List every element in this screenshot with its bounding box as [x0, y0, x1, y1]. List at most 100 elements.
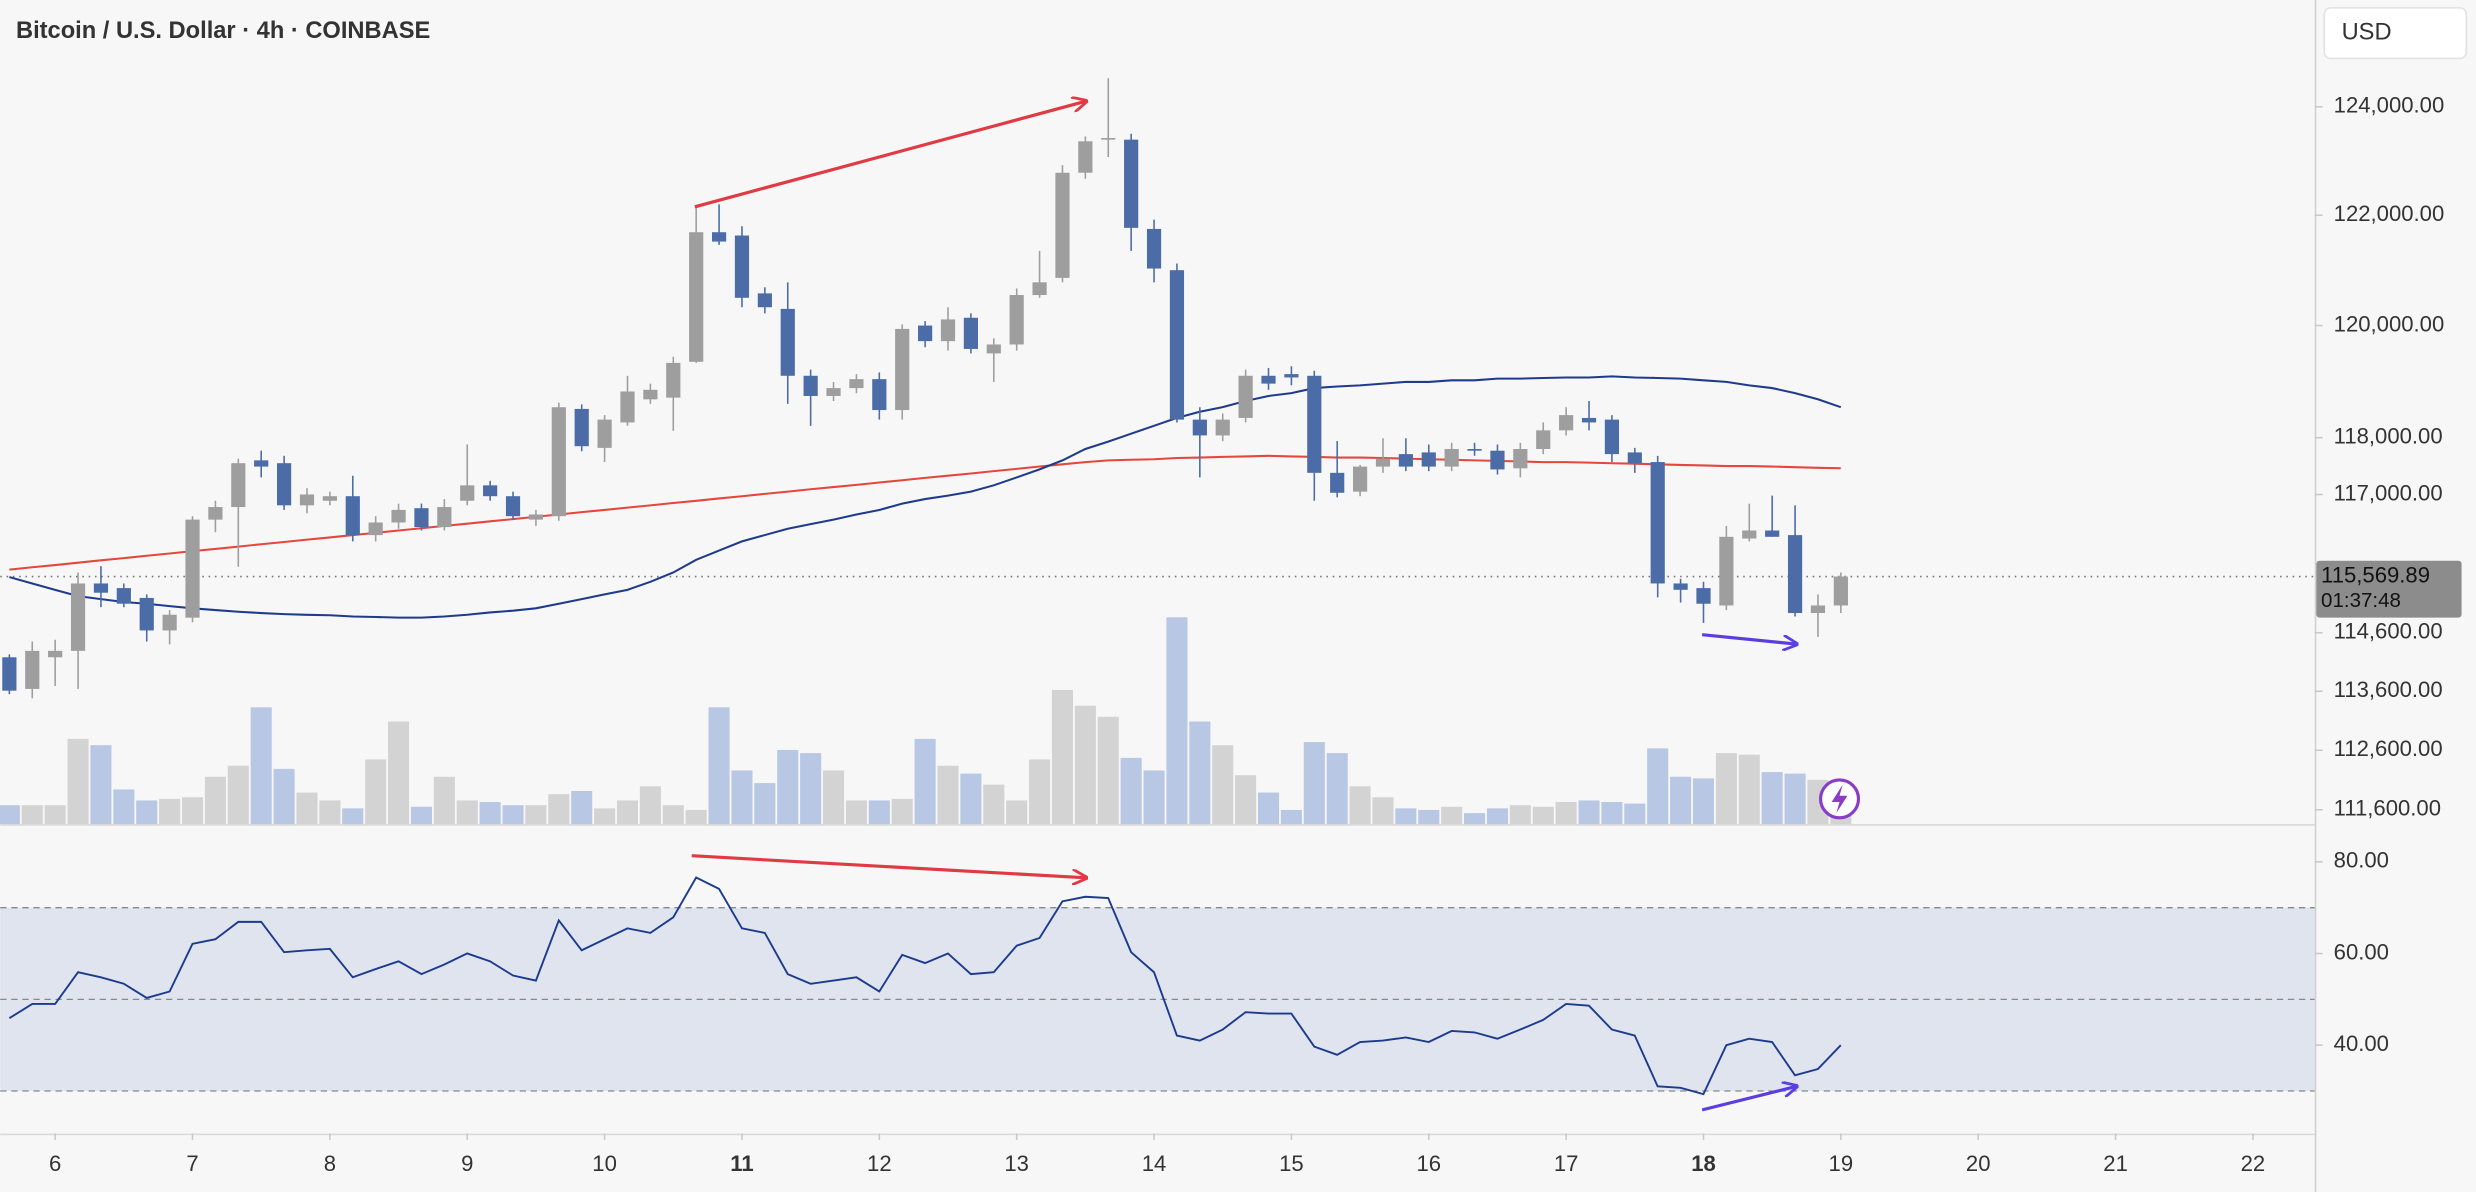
- volume-bar: [800, 753, 822, 825]
- y-tick-label: 112,600.00: [2334, 736, 2443, 761]
- candle-body: [1169, 270, 1185, 420]
- candle-body: [139, 597, 154, 631]
- volume-bar: [1006, 800, 1028, 825]
- volume-bar: [937, 765, 959, 825]
- candle-body: [1765, 530, 1780, 537]
- candle-body: [1307, 375, 1322, 473]
- volume-bar: [1326, 753, 1348, 825]
- candle-body: [551, 407, 566, 517]
- x-tick-label: 16: [1416, 1151, 1441, 1176]
- volume-bar: [250, 707, 272, 825]
- price-label-box: [2316, 560, 2462, 618]
- volume-bar: [319, 800, 341, 825]
- x-tick-label: 10: [592, 1151, 617, 1176]
- volume-bar: [181, 797, 204, 825]
- volume-bar: [0, 805, 20, 825]
- currency-button[interactable]: [2323, 7, 2468, 60]
- candle-body: [1101, 138, 1116, 140]
- volume-bar: [731, 770, 753, 825]
- volume-bar: [594, 808, 616, 825]
- candle-body: [1787, 535, 1803, 614]
- plot: [0, 78, 2315, 1096]
- annotation-arrow: [1701, 1086, 1797, 1112]
- volume-bar: [1532, 806, 1554, 825]
- candle-body: [757, 293, 772, 308]
- candle-body: [963, 317, 978, 349]
- volume-bar: [67, 738, 89, 825]
- volume-bar: [845, 800, 867, 825]
- volume-bar: [685, 809, 707, 825]
- volume-bar: [1418, 809, 1440, 825]
- rsi-tick-label: 60.00: [2334, 939, 2389, 964]
- volume-bar: [1670, 776, 1692, 825]
- candle-body: [1398, 454, 1413, 467]
- volume-bar: [410, 806, 432, 825]
- y-tick-label: 114,600.00: [2334, 619, 2443, 644]
- volume-bar: [273, 768, 295, 825]
- candle-body: [116, 588, 131, 604]
- candle-body: [345, 496, 360, 536]
- x-tick-label: 7: [186, 1151, 198, 1176]
- candle-body: [574, 408, 589, 447]
- candle-body: [1513, 449, 1528, 469]
- candle-body: [689, 232, 704, 362]
- volume-bar: [983, 784, 1005, 825]
- x-tick-label: 21: [2103, 1151, 2128, 1176]
- candle-body: [322, 496, 337, 501]
- candle-body: [1261, 375, 1276, 384]
- volume-bar: [1235, 775, 1257, 825]
- volume-bar: [433, 776, 455, 825]
- volume-bar: [365, 759, 387, 825]
- assistant-icon[interactable]: [1819, 778, 1861, 820]
- volume-bar: [1738, 754, 1760, 825]
- candle-body: [1009, 295, 1024, 345]
- candle-body: [162, 614, 177, 631]
- candle-body: [2, 657, 17, 691]
- volume-bar: [639, 786, 661, 825]
- candle-body: [25, 650, 40, 689]
- y-tick-label: 120,000.00: [2334, 311, 2445, 336]
- volume-bar: [754, 783, 776, 825]
- countdown-label: 01:37:48: [2321, 589, 2401, 612]
- volume-bar: [914, 738, 936, 825]
- candle-body: [1330, 472, 1345, 493]
- candle-body: [1627, 452, 1642, 464]
- volume-bar: [113, 789, 135, 825]
- volume-bar: [1601, 802, 1623, 825]
- chart-title: Bitcoin / U.S. Dollar · 4h · COINBASE: [16, 18, 430, 44]
- candle-body: [231, 463, 246, 508]
- annotation-arrow: [694, 101, 1087, 209]
- volume-bar: [1692, 778, 1715, 825]
- candle-body: [1055, 172, 1070, 278]
- x-tick-label: 17: [1554, 1151, 1579, 1176]
- candle-body: [1650, 462, 1665, 584]
- volume-bar: [479, 802, 501, 825]
- rsi-tick-label: 40.00: [2334, 1031, 2389, 1056]
- candle-body: [1192, 419, 1207, 436]
- candle-body: [1719, 536, 1734, 606]
- volume-bar: [1074, 705, 1096, 825]
- volume-bar: [1624, 803, 1646, 825]
- volume-bar: [1647, 748, 1669, 825]
- x-tick-label: 13: [1004, 1151, 1029, 1176]
- candle-body: [1421, 452, 1436, 467]
- volume-bar: [823, 770, 845, 825]
- x-tick-label: 9: [461, 1151, 473, 1176]
- volume-bar: [1029, 759, 1051, 825]
- x-tick-label: 8: [324, 1151, 336, 1176]
- volume-bar: [21, 805, 43, 825]
- volume-bar: [159, 798, 181, 825]
- volume-bar: [90, 745, 112, 825]
- candle-body: [391, 509, 406, 523]
- candle-body: [528, 514, 544, 520]
- x-tick-label: 22: [2241, 1151, 2266, 1176]
- volume-bar: [1257, 792, 1280, 825]
- candle-body: [1559, 415, 1574, 431]
- candle-body: [70, 583, 86, 651]
- candle-body: [666, 362, 681, 398]
- volume-bar: [1189, 721, 1211, 825]
- candle-body: [299, 494, 315, 506]
- moving-average: [9, 454, 1841, 571]
- candle-body: [872, 379, 887, 411]
- annotation-arrow: [1702, 633, 1797, 644]
